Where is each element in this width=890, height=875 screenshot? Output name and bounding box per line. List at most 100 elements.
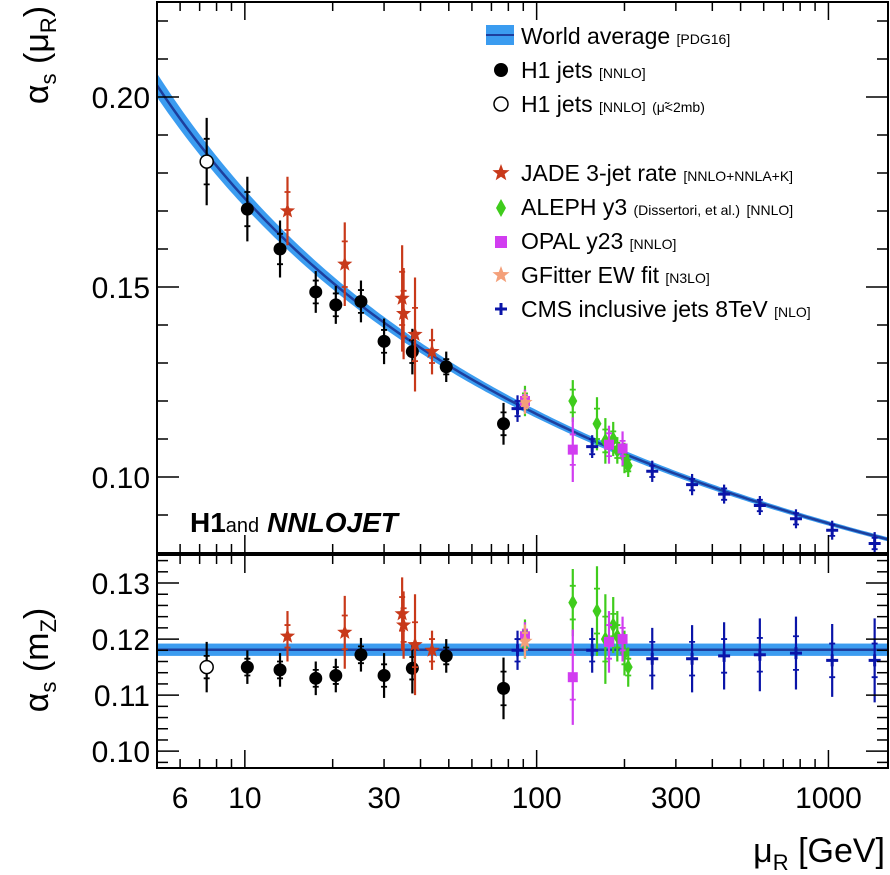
cms-marker	[686, 478, 699, 491]
h1-marker	[273, 242, 287, 256]
series-aleph-top	[520, 380, 633, 477]
h1-point	[497, 402, 511, 445]
opal-point	[617, 431, 628, 466]
bottom-panel-frame	[156, 554, 889, 769]
jade-marker	[279, 203, 296, 218]
cms-sys-ticks	[514, 638, 521, 663]
cms-sys-ticks	[589, 438, 596, 456]
h1-sys-ticks	[244, 191, 251, 228]
h1-marker	[439, 360, 453, 374]
h1-sys-ticks	[244, 657, 251, 677]
series-h1-top	[240, 176, 511, 445]
h1-marker	[377, 669, 391, 683]
legend: World average [PDG16] H1 jets [NNLO] H1 …	[486, 23, 811, 322]
legend-marker-opal	[495, 236, 507, 248]
aleph-marker	[592, 603, 602, 620]
axis-tick-labels: 6 10 30 100 300 1000 0.10 0.15 0.20 0.10 0.11 0.12 0…	[92, 82, 862, 815]
jade-point	[279, 611, 296, 662]
h1open-point	[199, 641, 214, 693]
jade-sys-ticks	[412, 307, 419, 362]
legend-marker-h1	[494, 63, 508, 77]
cms-sys-ticks	[514, 400, 521, 418]
h1-marker	[377, 334, 391, 348]
cms-sys-ticks	[756, 637, 763, 673]
x-tick-label: 300	[651, 782, 701, 815]
h1-point	[377, 318, 391, 365]
jade-sys-ticks	[412, 621, 419, 669]
cms-sys-ticks	[649, 640, 656, 677]
legend-marker-cms	[495, 303, 507, 315]
h1-marker	[405, 661, 419, 675]
svg-text:OPAL y23 [NNLO]: OPAL y23 [NNLO]	[521, 228, 676, 254]
opal-point	[603, 425, 614, 464]
jade-point	[395, 268, 412, 360]
cms-sys-ticks	[829, 642, 836, 679]
h1-marker	[354, 648, 368, 662]
cms-sys-ticks	[689, 640, 696, 677]
jade-marker	[407, 636, 423, 652]
cms-sys-ticks	[721, 638, 728, 674]
opal-sys-ticks	[605, 432, 612, 457]
h1-point	[329, 658, 343, 693]
h1-point	[354, 637, 368, 672]
cms-marker	[826, 524, 839, 537]
aleph-sys-ticks	[602, 615, 609, 663]
h1-point	[273, 653, 287, 687]
jade-sys-ticks	[341, 240, 348, 288]
jade-marker	[395, 617, 412, 632]
x-tick-label: 1000	[795, 782, 862, 815]
h1-point	[240, 176, 254, 242]
h1-marker	[273, 663, 287, 677]
series-h1open-bottom	[199, 641, 214, 693]
h1-marker	[497, 681, 511, 695]
jade-marker	[337, 624, 353, 639]
cms-marker	[868, 537, 881, 550]
y-tick-label: 0.20	[92, 82, 150, 115]
aleph-sys-ticks	[625, 657, 632, 677]
cms-point	[753, 496, 766, 515]
h1-marker	[497, 417, 511, 431]
h1-sys-ticks	[312, 279, 319, 305]
aleph-point	[592, 566, 602, 656]
series-cms-bottom	[511, 616, 881, 703]
h1-sys-ticks	[357, 289, 364, 314]
aleph-sys-ticks	[569, 584, 576, 621]
h1-sys-ticks	[443, 646, 450, 666]
opal-point	[617, 616, 628, 662]
x-axis-label: μR [GeV]	[753, 832, 885, 875]
cms-point	[686, 625, 699, 693]
h1-point	[329, 285, 343, 324]
aleph-point	[623, 647, 633, 687]
h1-point	[273, 220, 287, 278]
h1open-sys-ticks	[203, 654, 210, 680]
y-tick-label: 0.10	[92, 736, 150, 769]
jade-marker	[394, 290, 410, 305]
bottom-panel-data	[199, 566, 881, 725]
jade-sys-ticks	[400, 607, 407, 643]
cms-marker	[753, 499, 766, 512]
opal-marker	[617, 634, 628, 645]
cms-point	[789, 509, 802, 529]
jade-point	[407, 594, 423, 696]
h1-sys-ticks	[332, 292, 339, 318]
cms-marker	[868, 654, 881, 667]
jade-sys-ticks	[341, 614, 348, 651]
cms-marker	[586, 440, 599, 453]
cms-marker	[646, 465, 659, 478]
legend-entry-world-average: World average [PDG16]	[486, 23, 730, 49]
h1-sys-ticks	[443, 358, 450, 376]
jade-point	[395, 591, 412, 659]
legend-entry-h1-jets-low-scale: H1 jets [NNLO] (μ̃<2mb)	[493, 91, 705, 117]
cms-point	[789, 616, 802, 690]
legend-marker-h1-open	[493, 96, 509, 112]
opal-marker	[617, 443, 628, 454]
legend-marker-gfitter	[492, 266, 510, 283]
cms-point	[686, 473, 699, 496]
h1-marker	[240, 660, 254, 674]
jade-point	[394, 577, 410, 651]
top-panel-data	[199, 117, 881, 553]
jade-sys-ticks	[429, 339, 436, 364]
legend-entry-aleph: ALEPH y3 (Dissertori, et al.) [NNLO]	[496, 194, 793, 220]
svg-text:ALEPH y3 (Dissertori, et al.): ALEPH y3 (Dissertori, et al.) [NNLO]	[521, 194, 793, 220]
